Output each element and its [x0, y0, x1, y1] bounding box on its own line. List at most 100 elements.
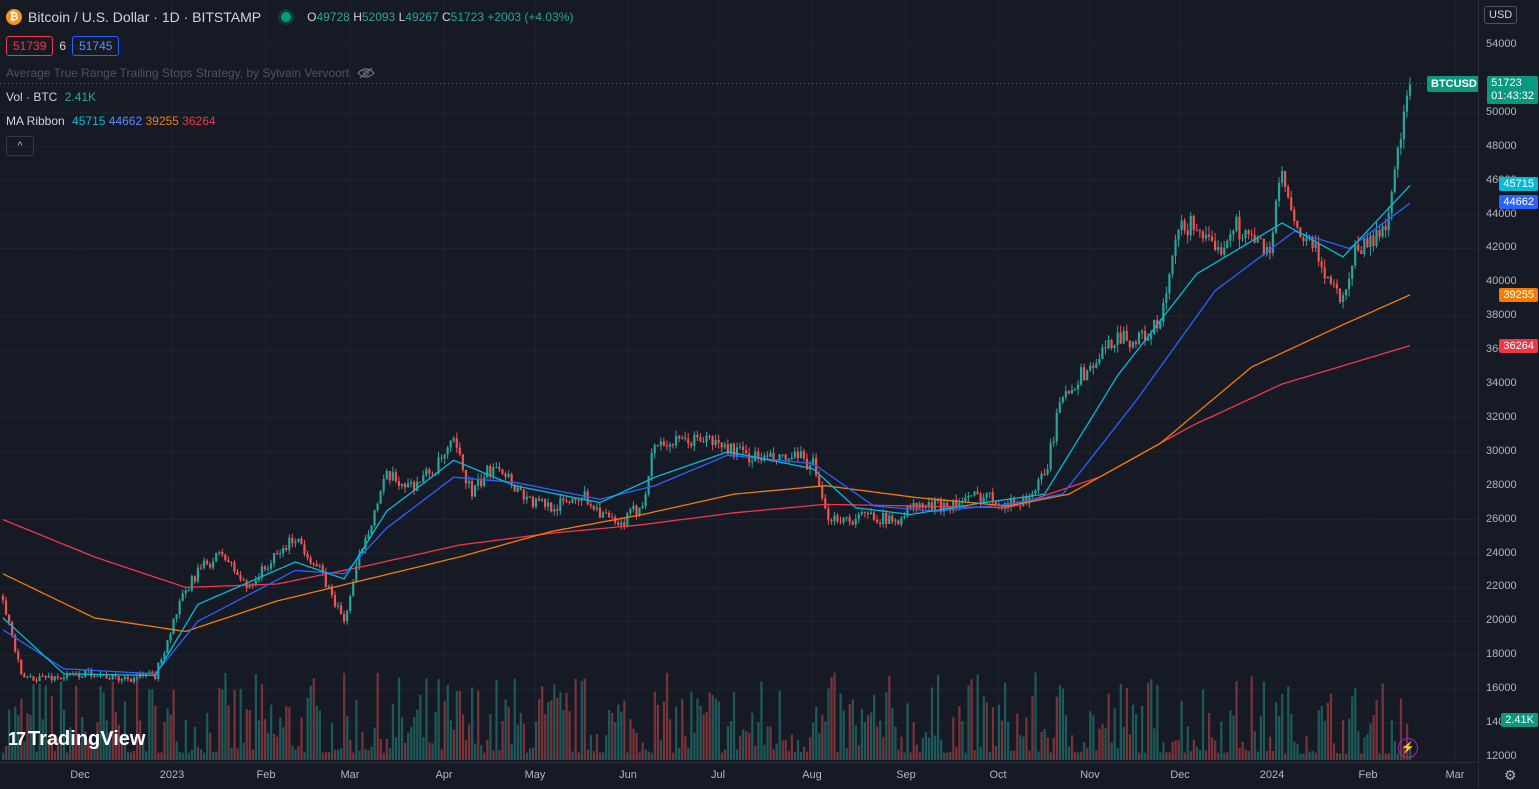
volume-bar: [876, 726, 879, 760]
candle-body: [409, 482, 413, 484]
candle-body: [1314, 242, 1317, 249]
spread-value: 6: [59, 39, 67, 53]
volume-bar: [574, 678, 577, 760]
settings-gear-icon[interactable]: ⚙: [1504, 767, 1517, 783]
candle-body: [1287, 186, 1290, 198]
candle-body: [312, 563, 315, 565]
volume-bar: [129, 752, 133, 760]
candle-body: [955, 499, 958, 507]
volume-bar: [1366, 734, 1369, 760]
volume-bar: [1037, 751, 1040, 760]
candle-body: [257, 577, 260, 581]
candle-body: [294, 542, 297, 544]
candle-body: [860, 511, 863, 515]
volume-bar: [699, 705, 702, 760]
volume-bar: [413, 716, 416, 760]
volume-bar: [577, 752, 580, 760]
volume-bar: [239, 689, 242, 760]
volume-bar: [35, 751, 38, 760]
candle-body: [513, 484, 516, 492]
price-chart[interactable]: [0, 0, 1478, 762]
candle-body: [202, 560, 206, 568]
candle-body: [236, 571, 239, 576]
volume-bar: [474, 743, 477, 760]
volume-bar: [1092, 715, 1095, 760]
volume-bar: [958, 705, 961, 760]
volume-bar: [1077, 752, 1080, 760]
hidden-eye-icon[interactable]: [357, 67, 375, 79]
currency-selector[interactable]: USD: [1484, 6, 1518, 24]
candle-body: [32, 676, 35, 681]
candle-body: [699, 437, 702, 442]
volume-bar: [288, 707, 291, 760]
tradingview-logo[interactable]: 17 TradingView: [8, 728, 145, 751]
buy-button[interactable]: 51745: [72, 36, 120, 56]
candle-body: [193, 576, 196, 582]
volume-bar: [620, 711, 623, 760]
price-axis[interactable]: USD 540005000048000460004400042000400003…: [1478, 0, 1539, 788]
strategy-legend[interactable]: Average True Range Trailing Stops Strate…: [6, 66, 375, 80]
candle-body: [1296, 221, 1299, 228]
candle-body: [1098, 358, 1101, 364]
volume-bar: [827, 688, 830, 760]
volume-bar: [739, 735, 742, 760]
ma-ribbon-legend[interactable]: MA Ribbon 45715 44662 39255 36264: [6, 114, 216, 128]
volume-bar: [65, 752, 69, 760]
volume-legend[interactable]: Vol · BTC 2.41K: [6, 90, 96, 104]
candle-body: [550, 502, 553, 512]
volume-bar: [547, 701, 550, 760]
price-tick: 30000: [1486, 444, 1517, 457]
candle-body: [778, 454, 781, 462]
candle-body: [787, 459, 790, 461]
volume-bar: [586, 749, 589, 760]
volume-bar: [303, 752, 306, 760]
volume-bar: [1049, 752, 1052, 760]
time-axis[interactable]: Dec 2023 Feb Mar Apr May Jun Jul Aug Sep Oct Nov Dec…: [0, 762, 1478, 789]
candle-body: [623, 522, 626, 526]
volume-bar: [735, 749, 739, 760]
candle-body: [674, 436, 678, 446]
candle-body: [1076, 384, 1080, 390]
symbol-title[interactable]: Bitcoin / U.S. Dollar · 1D · BITSTAMP: [28, 9, 262, 25]
candle-body: [470, 480, 474, 497]
candle-body: [315, 564, 318, 567]
candle-body: [665, 445, 669, 447]
volume-bar: [1159, 752, 1162, 760]
volume-bar: [87, 739, 90, 760]
price-tick: 38000: [1486, 309, 1517, 322]
volume-bar: [955, 746, 958, 760]
candle-body: [120, 679, 123, 681]
candle-body: [306, 553, 309, 558]
candle-body: [702, 441, 705, 443]
volume-bar: [330, 723, 334, 760]
volume-bar: [528, 748, 532, 760]
candle-body: [586, 491, 589, 505]
time-tick: Feb: [256, 769, 276, 781]
volume-bar: [873, 694, 876, 760]
volume-bar: [924, 732, 928, 760]
candle-body: [333, 595, 337, 607]
candle-body: [458, 447, 461, 455]
candle-body: [1360, 250, 1363, 255]
volume-bar: [519, 712, 522, 760]
price-tick: 42000: [1486, 241, 1517, 254]
collapse-legend-button[interactable]: ^: [6, 136, 34, 156]
candle-body: [1134, 341, 1138, 345]
candle-body: [979, 493, 982, 502]
volume-bar: [1131, 704, 1135, 760]
candle-body: [1399, 139, 1402, 148]
candle-body: [793, 451, 796, 458]
candle-body: [540, 499, 544, 501]
volume-bar: [111, 681, 114, 760]
volume-bar: [1390, 720, 1393, 760]
volume-bar: [897, 749, 900, 760]
volume-bar: [940, 739, 943, 760]
trade-buttons: 51739 6 51745: [6, 36, 120, 56]
volume-bar: [227, 705, 230, 760]
candle-body: [437, 457, 440, 474]
volume-bar: [199, 749, 203, 760]
candle-body: [14, 635, 17, 652]
sell-button[interactable]: 51739: [6, 36, 54, 56]
tradingview-mark-icon: 17: [8, 729, 26, 749]
lightning-icon[interactable]: ⚡: [1398, 738, 1418, 758]
